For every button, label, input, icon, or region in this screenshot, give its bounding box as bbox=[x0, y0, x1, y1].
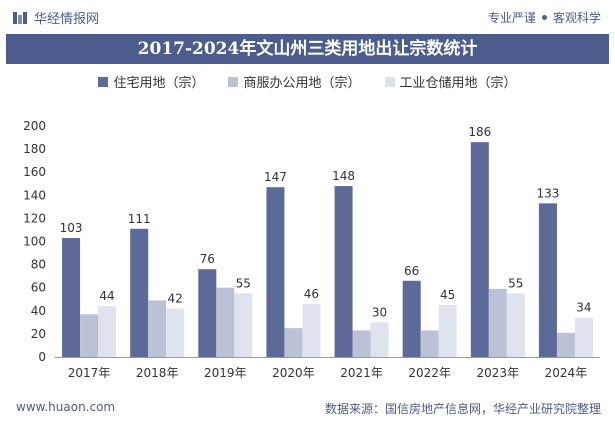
chart-legend: 住宅用地（宗） 商服办公用地（宗） 工业仓储用地（宗） bbox=[0, 72, 615, 91]
bar-industrial bbox=[302, 303, 321, 357]
bar-commercial bbox=[148, 300, 167, 357]
bar-residential bbox=[266, 187, 285, 357]
legend-label: 住宅用地（宗） bbox=[113, 76, 205, 91]
legend-swatch bbox=[98, 76, 109, 87]
x-tick-label: 2019年 bbox=[204, 366, 247, 380]
data-label: 55 bbox=[508, 276, 523, 290]
data-label: 186 bbox=[468, 125, 491, 139]
x-tick-label: 2021年 bbox=[340, 366, 383, 380]
legend-item-commercial: 商服办公用地（宗） bbox=[228, 72, 361, 91]
data-label: 66 bbox=[404, 264, 419, 278]
y-tick-label: 80 bbox=[31, 258, 46, 272]
x-tick-label: 2022年 bbox=[408, 366, 451, 380]
brand[interactable]: 华经情报网 bbox=[12, 8, 99, 27]
bar-commercial bbox=[80, 314, 99, 357]
x-tick-label: 2024年 bbox=[545, 366, 588, 380]
bar-industrial bbox=[370, 322, 389, 357]
bar-industrial bbox=[166, 308, 185, 357]
footer-source: 数据来源：国信房地产信息网，华经产业研究院整理 bbox=[324, 402, 601, 416]
bar-chart: 0 20 40 60 80 100 120 140 160 180 200 103 44 2017年 111… bbox=[23, 119, 600, 380]
brand-name: 华经情报网 bbox=[34, 12, 100, 27]
data-label: 148 bbox=[332, 169, 355, 183]
bar-industrial bbox=[234, 293, 253, 357]
bar-industrial bbox=[506, 293, 525, 357]
slogan: 专业严谨 客观科学 bbox=[488, 9, 601, 26]
bar-commercial bbox=[488, 288, 507, 357]
bar-commercial bbox=[420, 330, 439, 357]
bar-commercial bbox=[556, 332, 575, 357]
x-tick-label: 2018年 bbox=[136, 366, 179, 380]
y-tick-label: 20 bbox=[31, 327, 46, 341]
data-label: 103 bbox=[60, 221, 83, 235]
slogan-left: 专业严谨 bbox=[487, 11, 536, 25]
data-label: 30 bbox=[372, 305, 387, 319]
bar-commercial bbox=[352, 330, 371, 357]
slogan-right: 客观科学 bbox=[552, 11, 601, 25]
y-tick-label: 0 bbox=[38, 350, 46, 364]
footer-site-link[interactable]: www.huaon.com bbox=[16, 400, 116, 414]
bullet-icon bbox=[541, 15, 547, 20]
bar-residential bbox=[402, 280, 421, 357]
bar-residential bbox=[538, 203, 557, 357]
bar-residential bbox=[334, 186, 353, 357]
legend-label: 工业仓储用地（宗） bbox=[399, 76, 517, 91]
footer: www.huaon.com 数据来源：国信房地产信息网，华经产业研究院整理 bbox=[0, 397, 615, 421]
chart-title: 2017-2024年文山州三类用地出让宗数统计 bbox=[6, 34, 609, 64]
y-tick-label: 140 bbox=[23, 188, 46, 202]
bar-industrial bbox=[438, 305, 457, 357]
legend-label: 商服办公用地（宗） bbox=[243, 76, 361, 91]
y-tick-label: 100 bbox=[23, 235, 46, 249]
x-tick-label: 2017年 bbox=[68, 366, 111, 380]
data-label: 55 bbox=[236, 276, 251, 290]
data-label: 133 bbox=[536, 186, 559, 200]
x-tick-label: 2020年 bbox=[272, 366, 315, 380]
data-label: 111 bbox=[128, 212, 151, 226]
bar-residential bbox=[62, 238, 81, 357]
y-tick-label: 180 bbox=[23, 142, 46, 156]
data-label: 147 bbox=[264, 170, 287, 184]
y-tick-label: 120 bbox=[23, 211, 46, 225]
bar-industrial bbox=[574, 317, 593, 357]
legend-swatch bbox=[228, 76, 239, 87]
data-label: 42 bbox=[168, 291, 183, 305]
data-label: 76 bbox=[200, 252, 215, 266]
top-bar: 华经情报网 专业严谨 客观科学 bbox=[0, 0, 615, 34]
legend-swatch bbox=[384, 76, 395, 87]
y-tick-label: 60 bbox=[31, 281, 46, 295]
bar-residential bbox=[130, 228, 149, 357]
data-label: 45 bbox=[440, 288, 455, 302]
bar-industrial bbox=[98, 306, 117, 357]
data-label: 46 bbox=[304, 287, 319, 301]
bar-commercial bbox=[216, 287, 235, 357]
bar-residential bbox=[198, 269, 217, 357]
huajing-logo-icon bbox=[13, 11, 27, 24]
data-label: 34 bbox=[576, 301, 591, 315]
legend-item-industrial: 工业仓储用地（宗） bbox=[384, 72, 517, 91]
y-tick-label: 200 bbox=[23, 119, 46, 133]
bar-residential bbox=[470, 142, 489, 357]
y-tick-label: 160 bbox=[23, 165, 46, 179]
x-tick-label: 2023年 bbox=[477, 366, 520, 380]
y-tick-label: 40 bbox=[31, 304, 46, 318]
data-label: 44 bbox=[99, 289, 114, 303]
bar-commercial bbox=[284, 328, 303, 357]
legend-item-residential: 住宅用地（宗） bbox=[98, 72, 204, 91]
